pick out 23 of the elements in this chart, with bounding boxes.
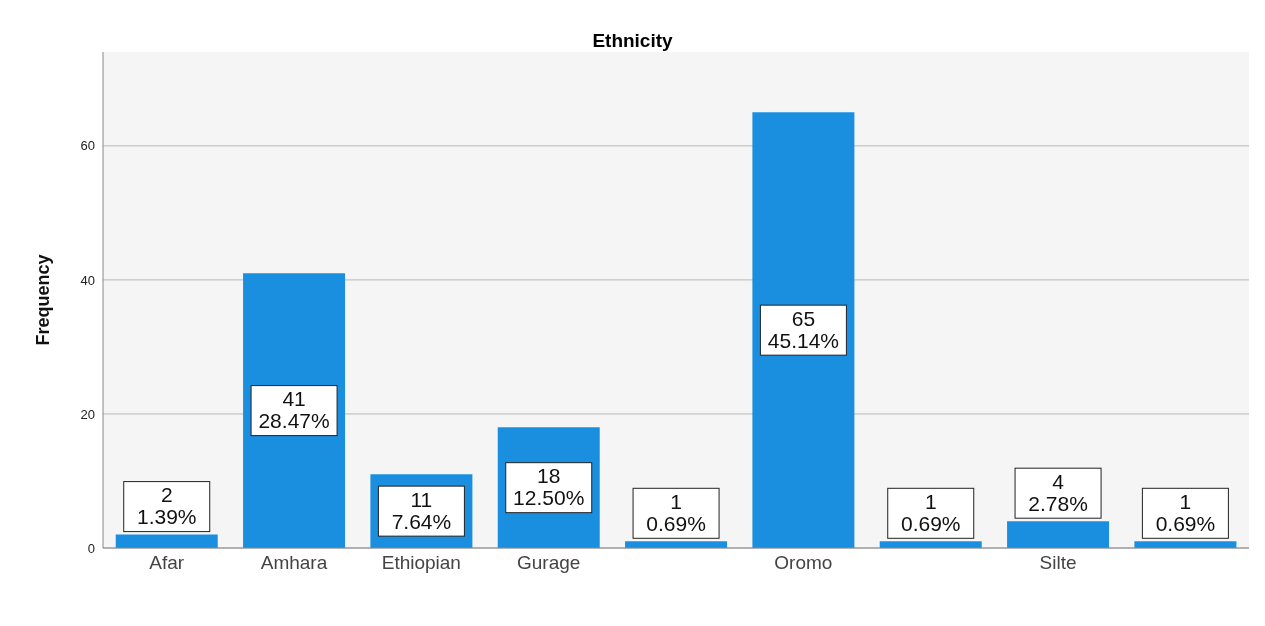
data-label: 2 1.39%: [136, 483, 197, 529]
data-label: 1 0.69%: [1155, 489, 1216, 535]
y-axis-title: Frequency: [33, 254, 54, 346]
data-label: 1 0.69%: [900, 489, 961, 535]
x-tick-label: Amhara: [260, 552, 328, 574]
bar: [115, 534, 218, 548]
x-tick-label: Afar: [149, 552, 185, 574]
y-tick-label: 20: [80, 406, 95, 422]
y-tick-label: 60: [80, 138, 95, 154]
data-label: 11 7.64%: [391, 487, 452, 533]
data-label: 18 12.50%: [513, 464, 585, 510]
data-label: 1 0.69%: [646, 489, 706, 535]
data-label: 65 45.14%: [767, 306, 840, 352]
y-tick-label: 0: [87, 540, 95, 556]
data-label: 4 2.78%: [1028, 469, 1088, 515]
bar: [752, 112, 855, 548]
x-tick-label: Silte: [1039, 552, 1077, 574]
x-tick-label: Gurage: [516, 552, 581, 574]
y-tick-label: 40: [80, 272, 95, 288]
chart-title: Ethnicity: [591, 30, 674, 52]
x-tick-label: Ethiopian: [381, 552, 461, 574]
data-label: 41 28.47%: [258, 387, 330, 433]
x-tick-label: Oromo: [774, 552, 833, 574]
